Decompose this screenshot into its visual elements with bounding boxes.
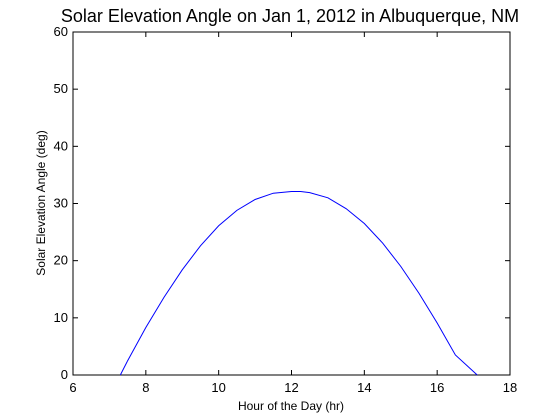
- y-tick-label: 10: [54, 310, 68, 325]
- y-tick-label: 30: [54, 196, 68, 211]
- y-axis-label: Solar Elevation Angle (deg): [34, 130, 48, 275]
- x-tick-label: 16: [430, 380, 444, 395]
- x-axis-label: Hour of the Day (hr): [238, 399, 344, 413]
- y-tick-label: 40: [54, 138, 68, 153]
- solar-elevation-series-line: [119, 190, 478, 376]
- x-tick-label: 8: [142, 380, 149, 395]
- x-tick-label: 10: [211, 380, 225, 395]
- x-tick-label: 6: [69, 380, 76, 395]
- plot-area-frame: [72, 31, 511, 376]
- axis-tick-labels: 6 8 10 12 14 16 18 0 10 20 30 40 50 60: [54, 24, 518, 395]
- y-tick-label: 0: [61, 367, 68, 382]
- x-tick-label: 14: [357, 380, 371, 395]
- chart-title: Solar Elevation Angle on Jan 1, 2012 in …: [61, 6, 519, 26]
- x-tick-label: 18: [503, 380, 517, 395]
- y-tick-label: 20: [54, 253, 68, 268]
- y-tick-label: 50: [54, 81, 68, 96]
- axis-ticks: [72, 31, 511, 376]
- y-tick-label: 60: [54, 24, 68, 39]
- x-tick-label: 12: [284, 380, 298, 395]
